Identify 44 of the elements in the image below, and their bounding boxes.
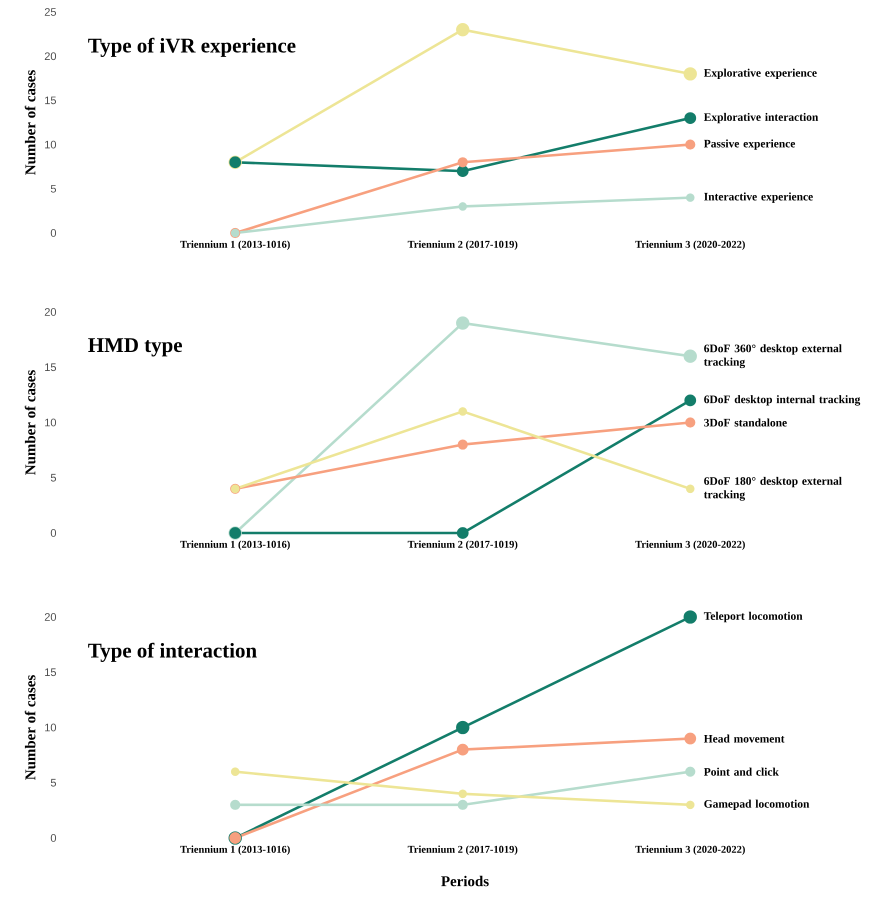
text: Type of iVR experience: [88, 38, 296, 57]
series-label: Explorative experience: [704, 68, 817, 80]
series-label: Point and click: [704, 768, 779, 776]
y-tick-label: 5: [50, 778, 56, 787]
x-tick-label: Triennium 2 (2017-1019): [408, 846, 518, 855]
series-label: Head movement: [704, 734, 785, 743]
y-tick-label: 0: [50, 229, 56, 237]
text: HMD type: [88, 338, 182, 356]
x-tick-label: Triennium 1 (2013-1016): [180, 540, 290, 550]
y-tick-label: 15: [45, 363, 56, 372]
series-label: 6DoF 360° desktop external tracking: [704, 344, 842, 368]
y-tick-label: 15: [45, 96, 56, 104]
x-tick-label: Triennium 1 (2013-1016): [180, 846, 290, 855]
y-tick-label: 20: [44, 308, 56, 316]
series-label: 6DoF 180° desktop external tracking: [704, 476, 842, 501]
y-tick-label: 20: [44, 52, 56, 60]
series-label: 6DoF desktop internal tracking: [704, 395, 860, 406]
y-tick-label: 25: [44, 8, 56, 16]
series-label: Teleport locomotion: [704, 612, 802, 622]
y-tick-label: 15: [45, 668, 56, 676]
y-axis-title: Number of cases: [24, 370, 36, 475]
y-tick-label: 0: [50, 834, 56, 842]
series-label: Passive experience: [704, 139, 796, 150]
series-label: Explorative interaction: [704, 112, 818, 124]
y-tick-label: 5: [50, 474, 56, 482]
y-tick-label: 20: [44, 613, 56, 621]
x-tick-label: Triennium 3 (2020-2022): [635, 540, 745, 550]
y-axis-title: Number of cases: [24, 675, 36, 780]
series-label: 3DoF standalone: [704, 418, 787, 427]
x-tick-label: Triennium 3 (2020-2022): [635, 240, 745, 250]
x-tick-label: Triennium 1 (2013-1016): [180, 240, 290, 250]
y-tick-label: 10: [45, 724, 56, 732]
x-axis-title: Periods: [441, 876, 489, 886]
y-tick-label: 5: [50, 184, 56, 193]
y-tick-label: 10: [45, 140, 56, 148]
text: Type of interaction: [88, 642, 257, 662]
y-axis-title: Number of cases: [24, 70, 36, 175]
series-label: Gamepad locomotion: [704, 800, 810, 810]
x-tick-label: Triennium 2 (2017-1019): [408, 540, 518, 550]
x-tick-label: Triennium 2 (2017-1019): [408, 240, 518, 250]
x-tick-label: Triennium 3 (2020-2022): [635, 846, 745, 855]
y-tick-label: 10: [45, 418, 56, 426]
series-label: Interactive experience: [704, 192, 813, 203]
y-tick-label: 0: [50, 529, 56, 537]
